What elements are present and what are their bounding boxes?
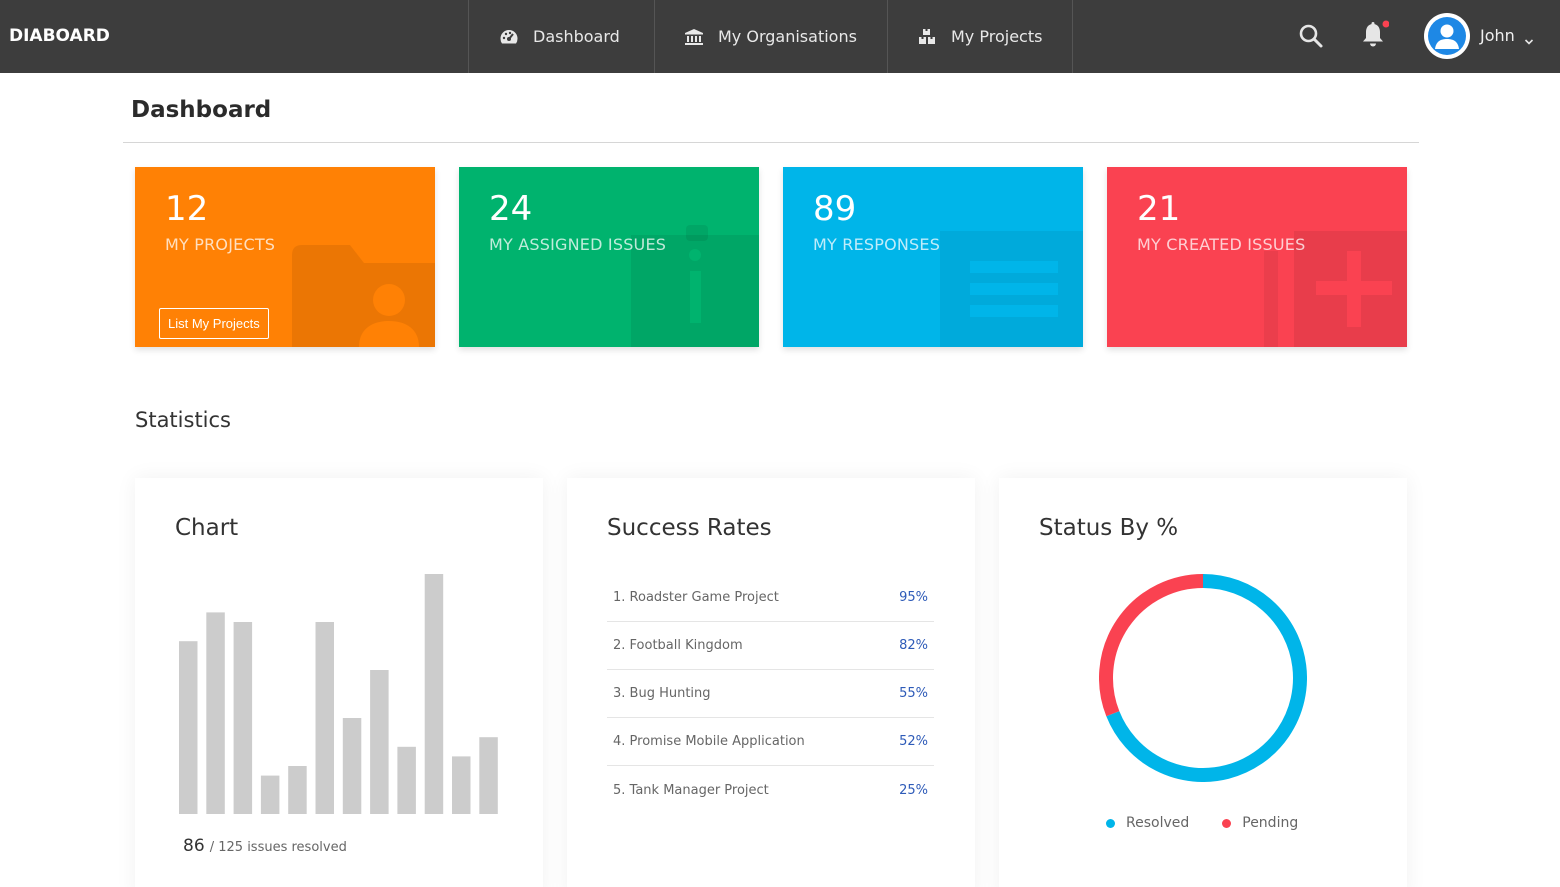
page-title: Dashboard <box>131 97 272 123</box>
project-name: 4. Promise Mobile Application <box>613 734 805 749</box>
nav-label-projects: My Projects <box>951 27 1043 46</box>
card-created-issues: 21 MY CREATED ISSUES <box>1107 167 1407 347</box>
bar <box>370 670 389 814</box>
card-count: 89 <box>813 189 857 229</box>
card-my-projects: 12 MY PROJECTS List My Projects <box>135 167 435 347</box>
list-icon <box>940 231 1083 347</box>
card-responses: 89 MY RESPONSES <box>783 167 1083 347</box>
bar <box>452 756 471 814</box>
nav-label-dashboard: Dashboard <box>533 27 620 46</box>
statistics-title: Statistics <box>135 408 231 432</box>
brand-logo[interactable]: DIABOARD <box>9 26 110 46</box>
title-divider <box>123 142 1419 143</box>
project-name: 5. Tank Manager Project <box>613 782 769 798</box>
bar <box>479 737 498 814</box>
card-label: MY ASSIGNED ISSUES <box>489 235 667 254</box>
clipboard-info-icon <box>631 225 759 347</box>
list-item: 2. Football Kingdom 82% <box>607 622 934 670</box>
list-item: 5. Tank Manager Project 25% <box>607 766 934 814</box>
success-rate: 55% <box>899 686 928 701</box>
bar <box>233 622 253 814</box>
panel-title: Success Rates <box>607 515 772 541</box>
success-rate: 25% <box>899 782 928 798</box>
success-rates-panel: Success Rates 1. Roadster Game Project 9… <box>567 478 975 887</box>
success-rates-list: 1. Roadster Game Project 95% 2. Football… <box>607 574 934 814</box>
nav-item-projects[interactable]: My Projects <box>887 0 1073 73</box>
nav-item-dashboard[interactable]: Dashboard <box>468 0 654 73</box>
folder-user-icon <box>292 245 435 347</box>
donut-slice-pending <box>1099 574 1204 717</box>
success-rate: 52% <box>899 734 928 749</box>
panel-title: Chart <box>175 515 239 541</box>
project-name: 2. Football Kingdom <box>613 638 743 653</box>
panel-title: Status By % <box>1039 515 1179 541</box>
bar <box>424 574 444 814</box>
nav-item-organisations[interactable]: My Organisations <box>654 0 887 73</box>
chevron-down-icon[interactable] <box>1524 31 1534 45</box>
list-item: 3. Bug Hunting 55% <box>607 670 934 718</box>
avatar[interactable] <box>1424 13 1470 59</box>
top-navbar: DIABOARD Dashboard My Organisations My P… <box>0 0 1560 73</box>
tachometer-icon <box>499 28 519 46</box>
bar <box>206 612 225 814</box>
notification-dot <box>1382 20 1390 28</box>
card-label: MY CREATED ISSUES <box>1137 235 1306 254</box>
bar <box>288 766 307 814</box>
legend-dot <box>1222 818 1232 828</box>
bar <box>179 641 198 814</box>
status-panel: Status By % Resolved Pending <box>999 478 1407 887</box>
bank-icon <box>684 28 704 46</box>
project-name: 1. Roadster Game Project <box>613 590 779 605</box>
bar-chart-svg <box>179 574 498 814</box>
chart-panel: Chart 86 / 125 issues resolved <box>135 478 543 887</box>
card-label: MY RESPONSES <box>813 235 941 254</box>
legend-item-resolved: Resolved <box>1106 815 1189 831</box>
card-assigned-issues: 24 MY ASSIGNED ISSUES <box>459 167 759 347</box>
cubes-icon <box>917 28 937 46</box>
bar <box>342 718 362 814</box>
user-name[interactable]: John <box>1480 26 1515 45</box>
legend-label: Pending <box>1242 815 1299 831</box>
donut-chart <box>1099 574 1307 782</box>
nav-label-organisations: My Organisations <box>718 27 857 46</box>
search-icon[interactable] <box>1298 23 1324 49</box>
resolved-summary: 86 / 125 issues resolved <box>183 836 347 856</box>
list-my-projects-button[interactable]: List My Projects <box>159 308 269 339</box>
legend-dot <box>1106 818 1115 828</box>
bar <box>315 622 334 814</box>
success-rate: 95% <box>899 590 928 605</box>
project-name: 3. Bug Hunting <box>613 686 711 701</box>
list-item: 4. Promise Mobile Application 52% <box>607 718 934 766</box>
donut-slice-resolved <box>1106 574 1307 782</box>
resolved-count: 86 <box>183 836 205 856</box>
donut-legend: Resolved Pending <box>1106 815 1331 831</box>
card-count: 24 <box>489 189 533 229</box>
bar <box>260 775 280 814</box>
resolved-total: / 125 issues resolved <box>209 840 347 855</box>
legend-item-pending: Pending <box>1222 815 1298 831</box>
user-avatar-icon <box>1428 17 1466 55</box>
main-nav: Dashboard My Organisations My Projects <box>468 0 1073 73</box>
bar <box>397 746 416 814</box>
card-label: MY PROJECTS <box>165 235 276 254</box>
card-count: 12 <box>165 189 209 229</box>
list-item: 1. Roadster Game Project 95% <box>607 574 934 622</box>
card-count: 21 <box>1137 189 1181 229</box>
add-document-icon <box>1264 231 1407 347</box>
bar-chart <box>175 568 505 814</box>
success-rate: 82% <box>899 638 928 653</box>
bell-icon[interactable] <box>1359 20 1390 50</box>
legend-label: Resolved <box>1126 815 1190 831</box>
